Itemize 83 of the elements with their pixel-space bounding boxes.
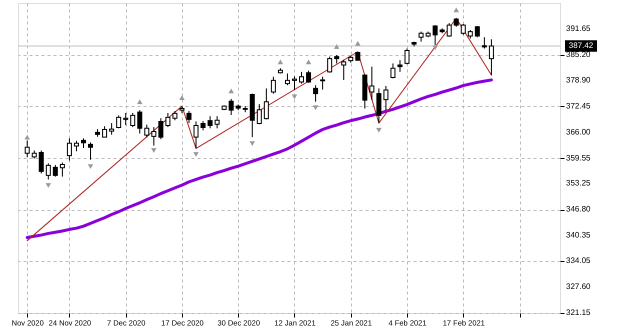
y-tick-label: 334.05	[566, 256, 592, 266]
candlestick	[52, 164, 58, 178]
y-tick-label: 372.45	[566, 101, 592, 110]
candlestick	[418, 31, 424, 42]
y-tick-label: 359.55	[566, 153, 592, 162]
candlestick	[165, 112, 170, 128]
y-tick-label: 353.25	[566, 178, 592, 188]
candlestick	[482, 36, 487, 50]
y-tick-label: 378.90	[566, 75, 592, 84]
candlestick	[228, 98, 234, 116]
candlestick	[306, 70, 312, 84]
candlestick	[327, 56, 332, 74]
candlestick	[102, 126, 108, 138]
point	[193, 152, 199, 157]
candlestick	[341, 59, 346, 80]
candlestick	[88, 142, 94, 160]
y-tick-label: 346.80	[566, 204, 592, 214]
point	[137, 99, 142, 104]
point	[278, 59, 284, 64]
candlestick	[208, 116, 213, 129]
candlestick	[264, 88, 269, 120]
y-tick-label: 321.15	[566, 308, 592, 317]
line-series	[26, 78, 493, 239]
candlestick	[172, 110, 178, 121]
candlestick	[109, 122, 114, 136]
candlestick	[383, 85, 388, 111]
candlestick	[270, 76, 276, 94]
candlestick	[46, 162, 51, 180]
candlestick	[144, 124, 150, 138]
candlestick	[74, 140, 79, 152]
candlestick	[194, 120, 199, 149]
candlestick	[488, 38, 494, 76]
point	[88, 164, 94, 169]
point	[376, 128, 382, 133]
candlestick	[123, 112, 128, 126]
point	[292, 94, 298, 100]
candlestick	[369, 66, 374, 101]
y-tick-label: 327.60	[566, 282, 592, 292]
y-tick-label: 385.20	[566, 50, 592, 59]
candlestick	[320, 76, 326, 90]
candlestick	[137, 110, 142, 134]
point	[334, 44, 340, 49]
ref-line-label: 387.42	[568, 41, 594, 50]
candlestick	[460, 23, 466, 36]
candlestick	[116, 114, 122, 129]
y-tick-label: 366.00	[566, 127, 592, 136]
candlestick	[38, 150, 44, 174]
point	[432, 45, 438, 50]
candlestick	[397, 60, 402, 72]
candlestick	[474, 25, 480, 38]
candlestick	[186, 110, 192, 124]
candlestick	[376, 88, 382, 124]
candlestick	[390, 62, 396, 79]
candlestick	[66, 138, 72, 162]
point	[179, 95, 185, 100]
candlestick	[299, 71, 304, 84]
candlestick	[446, 22, 452, 38]
candlestick	[292, 76, 297, 91]
candlestick	[432, 24, 438, 46]
candlestick	[151, 126, 156, 146]
candlestick	[256, 104, 262, 125]
point	[151, 148, 157, 153]
candlestick	[404, 48, 410, 65]
y-tick-label: 391.65	[566, 24, 592, 33]
point	[454, 7, 459, 12]
candlestick	[214, 116, 220, 129]
candlestick	[200, 120, 206, 131]
point	[250, 141, 256, 146]
point	[312, 105, 318, 110]
y-tick-label: 340.35	[566, 230, 592, 240]
line-series	[26, 18, 492, 242]
candlestick	[313, 84, 318, 102]
point	[46, 183, 52, 188]
candlestick	[284, 73, 290, 86]
point	[24, 134, 30, 140]
point	[355, 40, 361, 46]
candlestick	[24, 140, 30, 158]
point	[306, 59, 312, 64]
candlestick	[80, 138, 86, 149]
candlestick	[130, 112, 136, 128]
point	[228, 88, 234, 94]
candlestick	[158, 118, 164, 140]
candlestick	[60, 162, 65, 178]
